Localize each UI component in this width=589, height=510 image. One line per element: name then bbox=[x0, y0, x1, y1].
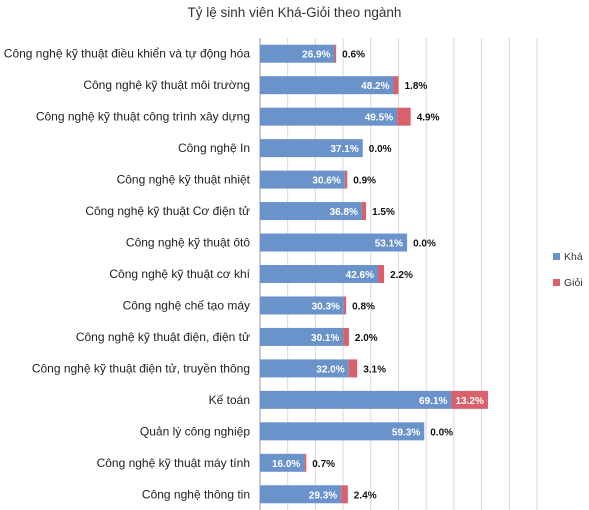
bar-gioi bbox=[341, 485, 348, 504]
data-label-kha: 42.6% bbox=[346, 270, 374, 281]
bar-kha bbox=[260, 139, 363, 158]
data-label-kha: 37.1% bbox=[330, 144, 358, 155]
bar-kha bbox=[260, 107, 398, 126]
category-label: Công nghệ In bbox=[178, 141, 250, 155]
bar-gioi bbox=[397, 107, 411, 126]
chart-title: Tỷ lệ sinh viên Khá-Giỏi theo ngành bbox=[187, 5, 402, 20]
legend-label: Khá bbox=[564, 251, 583, 263]
bar-gioi bbox=[343, 296, 347, 315]
category-label: Công nghệ kỹ thuật điện, điện tử bbox=[76, 330, 250, 344]
bar-kha bbox=[260, 202, 362, 221]
bar-gioi bbox=[304, 453, 307, 472]
data-label-kha: 48.2% bbox=[361, 81, 389, 92]
data-label-kha: 30.1% bbox=[311, 333, 339, 344]
data-label-kha: 49.5% bbox=[365, 113, 393, 124]
bar-kha bbox=[260, 296, 344, 315]
data-label-gioi: 2.2% bbox=[390, 270, 413, 281]
bar-gioi bbox=[378, 265, 385, 283]
category-label: Công nghệ kỹ thuật môi trường bbox=[83, 78, 250, 92]
data-label-gioi: 0.7% bbox=[312, 459, 335, 470]
bar-gioi bbox=[348, 359, 358, 378]
legend-swatch bbox=[553, 279, 560, 286]
category-label: Quản lý công nghiệp bbox=[140, 424, 250, 438]
data-label-kha: 26.9% bbox=[302, 50, 330, 61]
data-label-gioi: 2.4% bbox=[354, 490, 377, 501]
bar-kha bbox=[260, 76, 394, 95]
category-label: Kế toán bbox=[209, 393, 250, 407]
bar-kha bbox=[260, 422, 425, 441]
data-label-kha: 30.6% bbox=[312, 176, 340, 187]
data-label-kha: 32.0% bbox=[316, 364, 344, 375]
category-label: Công nghệ kỹ thuật nhiệt bbox=[117, 173, 251, 187]
legend-label: Giỏi bbox=[564, 277, 583, 289]
data-label-gioi: 4.9% bbox=[417, 113, 440, 124]
data-label-gioi: 0.0% bbox=[413, 239, 436, 250]
bar-gioi bbox=[334, 44, 337, 63]
bar-kha bbox=[260, 390, 452, 409]
bar-kha bbox=[260, 170, 345, 189]
data-label-gioi: 0.6% bbox=[342, 50, 365, 61]
bar-gioi bbox=[361, 202, 367, 221]
bar-kha bbox=[260, 265, 379, 283]
data-label-kha: 16.0% bbox=[272, 459, 300, 470]
bar-gioi bbox=[451, 390, 488, 409]
category-label: Công nghệ thông tin bbox=[142, 487, 250, 501]
category-labels: Công nghệ kỹ thuật điều khiển và tự động… bbox=[4, 47, 251, 502]
data-label-gioi: 3.1% bbox=[363, 364, 386, 375]
data-label-kha: 59.3% bbox=[392, 427, 420, 438]
bar-kha bbox=[260, 44, 335, 63]
bar-gioi bbox=[343, 327, 349, 346]
data-label-gioi: 0.9% bbox=[353, 176, 376, 187]
category-label: Công nghệ kỹ thuật công trình xây dựng bbox=[36, 110, 250, 124]
category-label: Công nghệ kỹ thuật điện tử, truyền thông bbox=[32, 361, 250, 375]
data-label-kha: 53.1% bbox=[375, 239, 403, 250]
data-label-gioi: 1.5% bbox=[372, 207, 395, 218]
data-label-gioi: 2.0% bbox=[355, 333, 378, 344]
bar-kha bbox=[260, 327, 344, 346]
data-label-kha: 29.3% bbox=[309, 490, 337, 501]
legend: Khá Giỏi bbox=[553, 251, 583, 289]
bar-gioi bbox=[393, 76, 399, 95]
data-label-kha: 30.3% bbox=[312, 301, 340, 312]
bar-kha bbox=[260, 359, 349, 378]
bar-gioi bbox=[344, 170, 348, 189]
legend-swatch bbox=[553, 253, 560, 260]
category-label: Công nghệ kỹ thuật Cơ điện tử bbox=[85, 204, 250, 218]
bar-kha bbox=[260, 453, 305, 472]
data-label-gioi: 13.2% bbox=[456, 396, 484, 407]
data-label-kha: 69.1% bbox=[419, 396, 447, 407]
data-labels: 26.9% 0.6% 48.2% 1.8% 49.5% 4.9% 37.1% 0.0% 30.6… bbox=[272, 50, 484, 502]
bar-kha bbox=[260, 485, 342, 504]
data-label-gioi: 1.8% bbox=[405, 81, 428, 92]
category-label: Công nghệ kỹ thuật ôtô bbox=[126, 236, 250, 250]
category-label: Công nghệ kỹ thuật điều khiển và tự động… bbox=[4, 47, 251, 61]
bars bbox=[260, 44, 488, 504]
data-label-kha: 36.8% bbox=[330, 207, 358, 218]
category-label: Công nghệ kỹ thuật cơ khí bbox=[109, 267, 250, 281]
category-label: Công nghệ chế tạo máy bbox=[123, 298, 250, 312]
bar-kha bbox=[260, 233, 408, 252]
data-label-gioi: 0.0% bbox=[369, 144, 392, 155]
data-label-gioi: 0.0% bbox=[430, 427, 453, 438]
data-label-gioi: 0.8% bbox=[352, 301, 375, 312]
category-label: Công nghệ kỹ thuật máy tính bbox=[97, 456, 250, 470]
